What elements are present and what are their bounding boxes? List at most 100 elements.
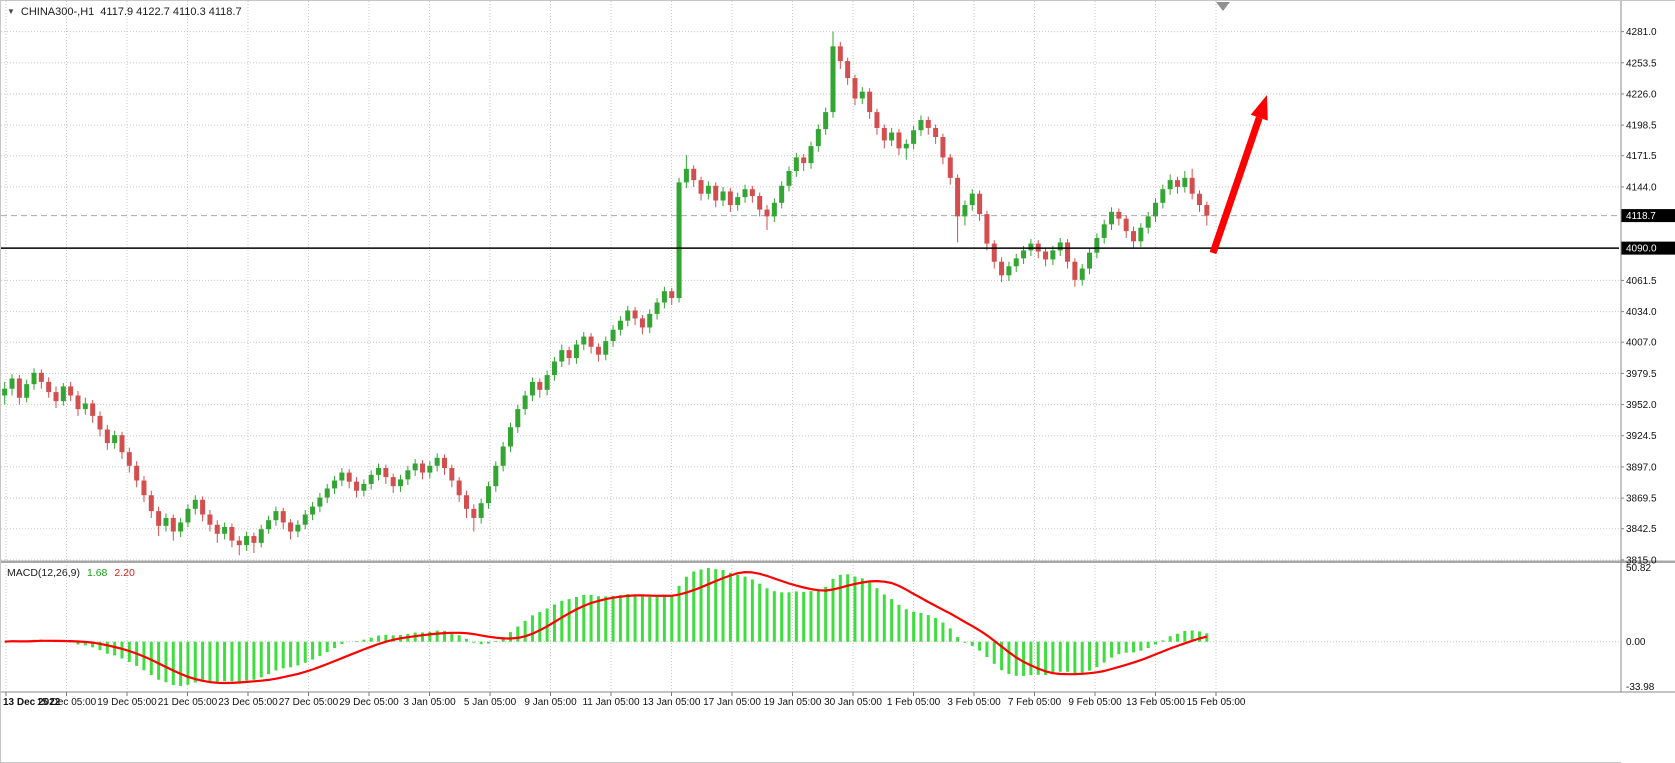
candle [346,472,352,482]
candle [720,191,726,201]
candle [236,540,242,546]
macd-axis-label: 50.82 [1626,563,1651,574]
candle [214,524,220,534]
candle [119,435,125,453]
candle [1079,268,1085,280]
candle [456,480,462,496]
candle [1043,251,1049,260]
candle [705,185,711,194]
candle [1065,242,1071,262]
candle [859,91,865,99]
candle [1145,216,1151,228]
time-axis-label: 9 Feb 05:00 [1068,697,1122,708]
candle [889,132,895,141]
candle [478,503,484,518]
candle [361,483,367,491]
candle [383,468,389,478]
candle [339,472,345,481]
candle [529,381,535,396]
candle [984,214,990,244]
candle [581,336,587,345]
candle [1196,193,1202,206]
candle [485,486,491,504]
candle [170,517,176,532]
chart-shift-marker-icon[interactable] [1216,2,1230,11]
time-axis-label: 29 Dec 05:00 [339,697,399,708]
candle [442,457,447,469]
symbol-dropdown-icon[interactable]: ▼ [7,7,15,16]
candle [632,310,638,319]
candle [112,435,118,444]
candle [500,446,506,466]
time-axis-label: 3 Feb 05:00 [947,697,1001,708]
candle [661,291,667,303]
candle [24,384,30,398]
candle [852,78,858,99]
candle [1175,180,1180,187]
candle [515,409,521,428]
candle [9,378,15,389]
candle [610,329,616,342]
candle [551,361,557,376]
candle [126,452,132,466]
candle [222,526,228,534]
candle [354,481,360,491]
price-axis-label: 4007.0 [1626,338,1657,349]
macd-value-main: 1.68 [86,567,108,579]
candle [1021,250,1027,259]
candle [104,429,110,444]
candle [1153,202,1159,217]
candle [793,157,799,172]
candle [911,130,917,144]
candle [537,381,543,390]
time-axis-label: 5 Jan 05:00 [464,697,517,708]
candle [31,372,37,385]
support-price-box-bg [1621,241,1675,255]
candle [617,320,623,330]
macd-name-text: MACD(12,26,9) [7,567,80,579]
candle [559,350,565,362]
candle [977,193,983,215]
trend-arrow-head[interactable] [1250,95,1268,121]
candle [735,197,741,206]
symbol-period-text: CHINA300-,H1 [20,6,95,18]
macd-axis-label: -33.98 [1626,682,1655,693]
candle [53,392,59,402]
candle [16,378,22,398]
price-axis-label: 4226.0 [1626,89,1657,100]
candle [317,497,323,507]
candle [522,395,528,410]
price-axis-label: 4281.0 [1626,27,1657,38]
trend-arrow-shaft[interactable] [1209,116,1263,255]
support-price-box: 4090.0 [1626,244,1657,255]
last-price-box: 4118.7 [1626,211,1656,222]
candle [156,511,162,526]
candle [449,468,455,481]
candle [830,46,836,113]
price-axis-label: 3897.0 [1626,462,1657,473]
candle [185,508,191,523]
time-axis-label: 17 Jan 05:00 [703,697,761,708]
candle [2,388,8,396]
candle [493,465,499,487]
candle [918,120,924,131]
panel-separator [1,560,1675,563]
candle [266,520,272,530]
price-axis-label: 3924.5 [1626,431,1657,442]
time-axis-label: 19 Dec 05:00 [97,697,157,708]
price-axis-label: 4034.0 [1626,307,1657,318]
candle [412,463,418,471]
price-axis-label: 4144.0 [1626,182,1657,193]
candle [200,499,206,515]
candle [1131,231,1137,242]
candle [669,291,675,299]
candle [757,195,763,210]
candle [310,506,316,515]
candle [955,177,961,217]
candle [691,168,697,181]
candle [376,468,382,475]
candle [771,202,777,217]
candle [595,346,601,355]
time-axis-label: 19 Jan 05:00 [764,697,822,708]
